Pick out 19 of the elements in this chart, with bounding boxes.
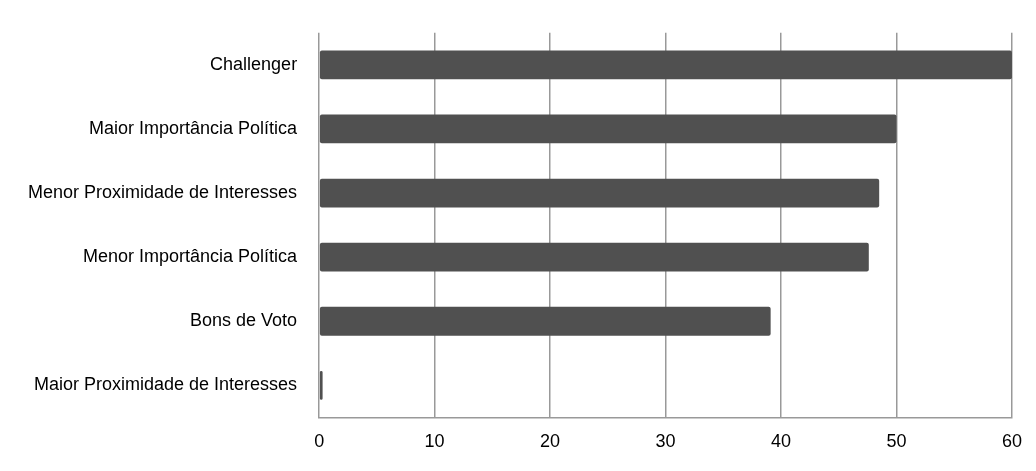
y-tick-label: Bons de Voto: [190, 310, 298, 331]
x-tick-label: 50: [886, 431, 907, 452]
x-tick-label: 40: [771, 431, 792, 452]
y-tick-label: Maior Importância Política: [89, 117, 299, 138]
y-tick-label: Maior Proximidade de Interesses: [34, 374, 298, 395]
bar: [319, 370, 323, 400]
x-tick-label: 30: [655, 431, 676, 452]
bar: [319, 114, 897, 144]
bar: [319, 306, 771, 336]
x-tick-label: 10: [424, 431, 445, 452]
bar: [319, 242, 869, 272]
x-tick-label: 20: [540, 431, 561, 452]
y-tick-label: Menor Importância Política: [83, 246, 299, 267]
x-tick-label: 0: [314, 431, 325, 452]
y-tick-label: Challenger: [210, 53, 298, 74]
bar: [319, 50, 1012, 80]
bar: [319, 178, 880, 208]
x-tick-label: 60: [1001, 431, 1022, 452]
y-tick-label: Menor Proximidade de Interesses: [27, 182, 298, 203]
